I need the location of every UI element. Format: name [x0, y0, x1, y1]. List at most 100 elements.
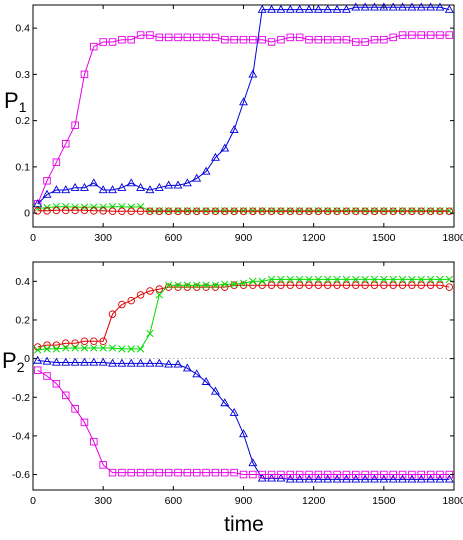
data-point-magenta-p2 [286, 470, 295, 479]
ylabel-p2: P2 [2, 348, 25, 375]
data-point-blue-p2 [435, 474, 445, 483]
y-tick-label-p2: -0.4 [12, 430, 30, 442]
data-point-red-p2 [118, 300, 126, 309]
data-point-magenta-p2 [342, 470, 351, 479]
data-point-green-p2 [249, 277, 257, 285]
data-point-green-p2 [183, 281, 192, 289]
data-point-magenta-p2 [361, 470, 369, 479]
data-point-red-p1 [202, 207, 210, 216]
data-point-blue-p1 [304, 4, 314, 13]
data-point-magenta-p1 [108, 38, 117, 46]
data-point-green-p2 [295, 275, 304, 284]
data-point-magenta-p2 [127, 468, 135, 477]
data-point-red-p1 [286, 207, 295, 216]
data-point-red-p1 [146, 207, 154, 216]
data-point-blue-p1 [416, 2, 426, 11]
data-point-red-p1 [398, 207, 407, 216]
data-point-magenta-p1 [118, 35, 126, 44]
data-point-red-p2 [380, 281, 388, 289]
data-point-green-p2 [193, 281, 201, 289]
data-point-blue-p1 [61, 185, 71, 194]
data-point-red-p1 [33, 207, 42, 215]
data-point-blue-p2 [444, 474, 454, 483]
data-point-magenta-p1 [333, 35, 341, 44]
data-point-red-p2 [277, 281, 285, 289]
ylabel-p1-main: P [4, 88, 19, 113]
data-point-red-p2 [436, 281, 444, 289]
data-point-magenta-p1 [43, 176, 51, 185]
data-point-red-p2 [398, 281, 407, 289]
data-point-blue-p1 [239, 97, 248, 106]
data-point-red-p2 [361, 281, 369, 289]
data-point-blue-p2 [388, 474, 398, 483]
data-point-blue-p2 [192, 369, 202, 378]
data-point-green-p2 [305, 275, 313, 284]
data-point-blue-p2 [295, 474, 305, 483]
data-point-magenta-p1 [277, 35, 285, 44]
data-point-blue-p2 [229, 407, 239, 416]
series-red-p1 [33, 206, 454, 216]
data-point-red-p2 [426, 281, 435, 289]
data-point-red-p1 [61, 206, 70, 215]
x-axis-label: time [224, 513, 264, 536]
data-point-magenta-p2 [370, 470, 379, 479]
data-point-blue-p2 [42, 356, 52, 365]
data-point-magenta-p2 [249, 470, 257, 479]
data-point-green-p2 [352, 275, 360, 284]
data-point-magenta-p1 [211, 33, 220, 42]
data-point-magenta-p1 [174, 33, 182, 42]
data-point-red-p2 [211, 283, 220, 291]
data-point-blue-p2 [164, 359, 174, 368]
data-point-blue-p1 [126, 178, 136, 187]
data-point-blue-p2 [145, 358, 155, 367]
data-point-magenta-p1 [249, 35, 257, 44]
data-point-blue-p2 [98, 357, 108, 366]
data-point-red-p2 [99, 337, 107, 345]
data-point-red-p2 [267, 281, 276, 289]
data-point-magenta-p2 [221, 468, 229, 477]
data-point-magenta-p2 [155, 468, 164, 477]
data-point-blue-p2 [239, 429, 248, 438]
data-point-red-p1 [52, 206, 61, 215]
x-tick-label-p2: 900 [235, 495, 253, 507]
panel-p2: 0 300 600 900 1200 1500 1800 -0.6 -0.4 -0.2 0 0.2 0.… [2, 261, 463, 507]
data-point-red-p1 [267, 207, 276, 216]
data-point-green-p2 [108, 344, 117, 352]
data-point-red-p2 [146, 287, 154, 295]
data-point-magenta-p1 [305, 35, 313, 44]
data-point-green-p2 [417, 275, 425, 284]
series-magenta-p2 [33, 366, 454, 479]
data-point-blue-p1 [360, 2, 370, 11]
data-point-blue-p1 [98, 185, 108, 194]
data-point-magenta-p1 [267, 38, 276, 46]
data-point-magenta-p1 [99, 38, 107, 46]
data-point-red-p1 [295, 207, 304, 216]
data-point-magenta-p2 [277, 470, 285, 479]
series-green-p2 [34, 275, 453, 354]
data-point-blue-p1 [192, 173, 202, 182]
data-point-magenta-p1 [408, 31, 416, 39]
series-red-p2 [33, 281, 454, 351]
data-point-magenta-p1 [230, 35, 238, 44]
data-point-red-p1 [108, 207, 117, 216]
data-point-red-p2 [370, 281, 379, 289]
data-point-magenta-p1 [380, 35, 388, 44]
y-tick-label-p2: 0.4 [15, 276, 30, 288]
y-tick-label-p1: 0.3 [15, 69, 30, 81]
y-tick-label-p2: -0.2 [12, 392, 30, 404]
data-point-magenta-p2 [408, 470, 416, 479]
data-point-green-p2 [267, 275, 276, 284]
data-point-red-p1 [305, 207, 313, 216]
data-point-blue-p2 [416, 474, 426, 483]
data-point-blue-p1 [257, 4, 267, 13]
data-point-blue-p1 [267, 4, 277, 13]
data-point-blue-p1 [370, 2, 379, 11]
data-point-blue-p1 [164, 180, 174, 189]
data-point-blue-p1 [248, 69, 258, 78]
data-point-magenta-p1 [90, 42, 98, 51]
data-point-magenta-p2 [323, 470, 332, 479]
data-point-green-p2 [408, 275, 416, 284]
data-point-red-p2 [136, 291, 145, 299]
x-tick-label-p1: 1800 [442, 232, 463, 244]
data-point-magenta-p2 [43, 372, 51, 380]
